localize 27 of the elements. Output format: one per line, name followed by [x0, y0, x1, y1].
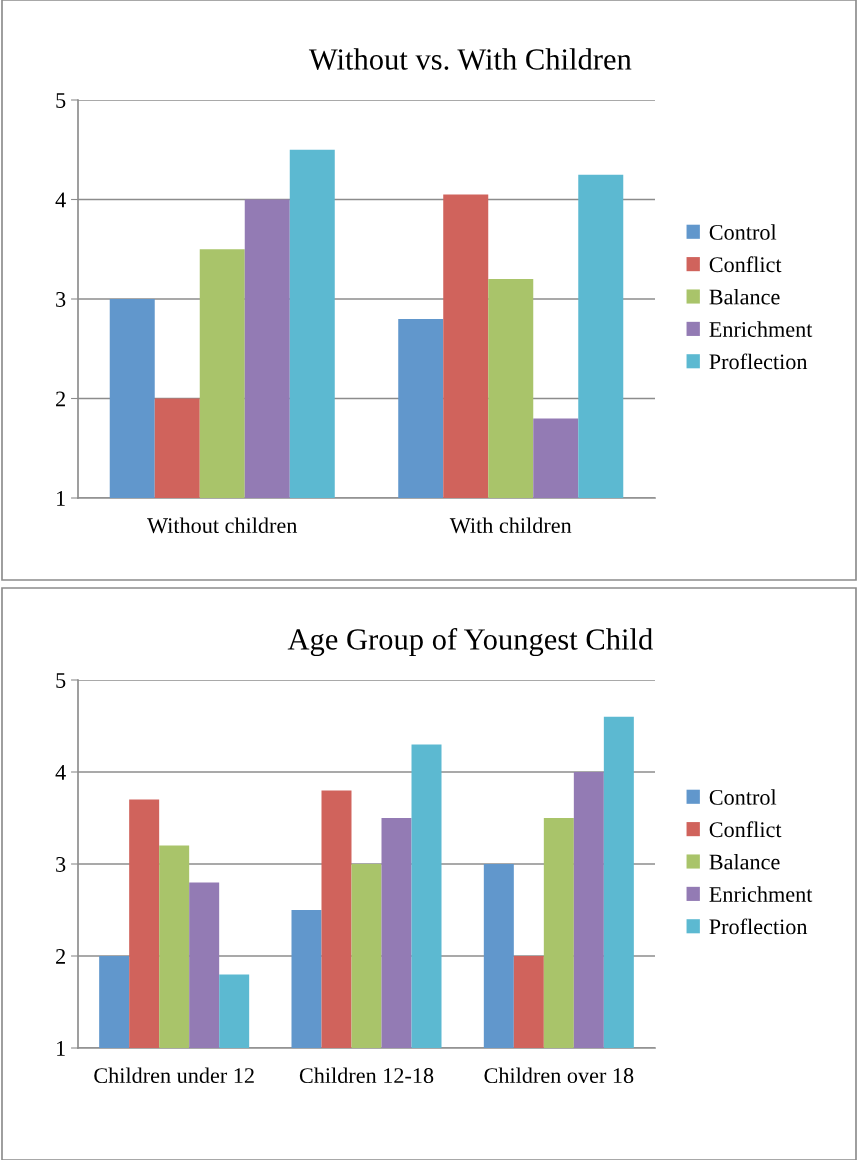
legend-label: Proflection [709, 353, 808, 370]
legend-label: Conflict [709, 256, 782, 273]
legend-label: Balance [709, 853, 780, 870]
legend-label: Balance [709, 288, 780, 305]
legend-label: Proflection [709, 918, 808, 935]
x-tick-label: Children under 12 [94, 1067, 254, 1084]
y-tick-label: 3 [56, 291, 66, 307]
chart-title: Without vs. With Children [308, 48, 632, 70]
legend-label: Enrichment [709, 886, 813, 902]
legend-label: Conflict [709, 821, 782, 838]
chart-title: Age Group of Youngest Child [287, 627, 653, 657]
y-tick-label: 5 [56, 673, 66, 688]
x-tick-label: Without children [147, 517, 298, 534]
y-tick-label: 4 [55, 765, 66, 780]
y-tick-label: 4 [55, 192, 66, 208]
x-tick-label: With children [449, 517, 572, 534]
y-tick-label: 3 [56, 856, 66, 872]
x-tick-label: Children over 18 [484, 1067, 634, 1084]
y-tick-label: 5 [56, 93, 66, 108]
legend-label: Control [709, 789, 777, 805]
y-tick-label: 1 [57, 491, 65, 506]
y-tick-label: 2 [56, 391, 65, 407]
y-tick-label: 1 [57, 1041, 65, 1056]
legend-label: Enrichment [709, 321, 813, 337]
legend-label: Control [709, 224, 777, 240]
x-tick-label: Children 12-18 [299, 1067, 434, 1084]
y-tick-label: 2 [56, 948, 65, 964]
